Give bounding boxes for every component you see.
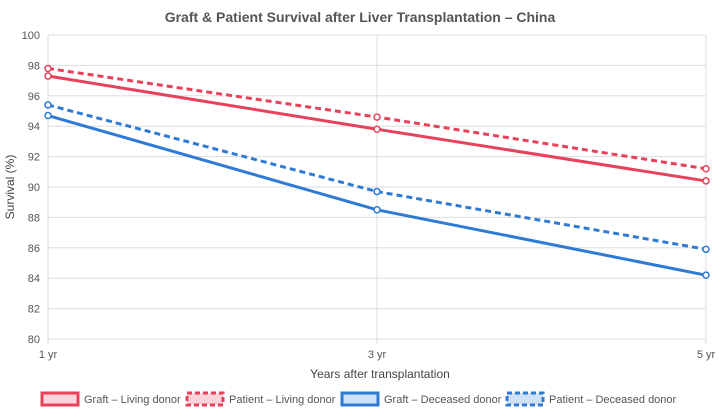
y-tick-label: 94 (28, 121, 40, 133)
y-tick-label: 88 (28, 212, 40, 224)
data-point (373, 125, 381, 133)
y-tick-label: 92 (28, 152, 40, 164)
y-tick-label: 96 (28, 91, 40, 103)
y-tick-label: 80 (28, 334, 40, 346)
y-tick-label: 86 (28, 243, 40, 255)
data-point (373, 206, 381, 214)
y-tick-label: 100 (22, 30, 40, 42)
data-point (702, 271, 710, 279)
legend-label[interactable]: Graft – Living donor (84, 394, 181, 406)
legend-swatch[interactable] (185, 391, 225, 407)
x-axis-label: Years after transplantation (310, 367, 450, 381)
data-point (373, 187, 381, 196)
data-point (44, 111, 52, 120)
y-axis-label: Survival (%) (3, 155, 17, 220)
data-point (44, 101, 52, 109)
x-tick-label: 3 yr (368, 349, 387, 361)
legend-swatch[interactable] (505, 391, 545, 407)
legend-swatch[interactable] (40, 391, 80, 407)
legend-swatch[interactable] (340, 391, 380, 407)
y-tick-label: 82 (28, 304, 40, 316)
y-tick-label: 98 (28, 60, 40, 72)
data-point (702, 177, 710, 185)
legend-label[interactable]: Patient – Deceased donor (549, 394, 677, 406)
chart-title: Graft & Patient Survival after Liver Tra… (165, 9, 556, 25)
data-point (702, 165, 710, 173)
data-point (44, 64, 52, 73)
x-tick-label: 5 yr (697, 349, 716, 361)
y-tick-label: 84 (28, 273, 40, 285)
data-point (702, 245, 710, 254)
data-point (44, 72, 52, 80)
legend-label[interactable]: Patient – Living donor (229, 394, 336, 406)
legend-label[interactable]: Graft – Deceased donor (384, 394, 502, 406)
y-tick-label: 90 (28, 182, 40, 194)
data-point (373, 113, 381, 121)
x-tick-label: 1 yr (39, 349, 58, 361)
